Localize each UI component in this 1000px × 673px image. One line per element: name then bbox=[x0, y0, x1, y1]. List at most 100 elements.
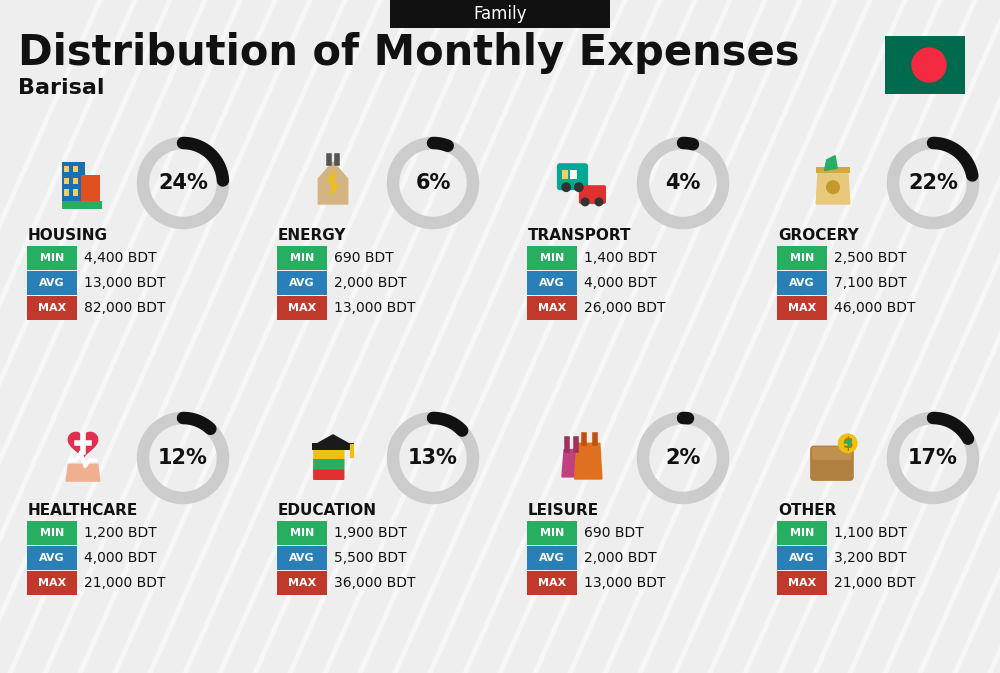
Text: MIN: MIN bbox=[790, 253, 814, 263]
FancyBboxPatch shape bbox=[64, 166, 69, 172]
Text: 24%: 24% bbox=[158, 173, 208, 193]
FancyBboxPatch shape bbox=[527, 246, 577, 270]
Circle shape bbox=[912, 48, 946, 82]
FancyBboxPatch shape bbox=[277, 571, 327, 595]
Text: 2,000 BDT: 2,000 BDT bbox=[584, 551, 657, 565]
Text: ENERGY: ENERGY bbox=[278, 228, 347, 243]
Text: MIN: MIN bbox=[40, 253, 64, 263]
Text: AVG: AVG bbox=[39, 278, 65, 288]
Text: 4,400 BDT: 4,400 BDT bbox=[84, 251, 157, 265]
Circle shape bbox=[575, 183, 583, 191]
Text: Barisal: Barisal bbox=[18, 78, 104, 98]
FancyBboxPatch shape bbox=[312, 444, 354, 450]
FancyBboxPatch shape bbox=[73, 189, 78, 196]
Text: 36,000 BDT: 36,000 BDT bbox=[334, 576, 416, 590]
Text: AVG: AVG bbox=[789, 278, 815, 288]
Text: 2%: 2% bbox=[665, 448, 701, 468]
Text: 4,000 BDT: 4,000 BDT bbox=[84, 551, 157, 565]
Text: GROCERY: GROCERY bbox=[778, 228, 859, 243]
FancyBboxPatch shape bbox=[27, 571, 77, 595]
Text: EDUCATION: EDUCATION bbox=[278, 503, 377, 518]
Text: AVG: AVG bbox=[39, 553, 65, 563]
Text: 82,000 BDT: 82,000 BDT bbox=[84, 301, 166, 315]
Text: MAX: MAX bbox=[788, 303, 816, 313]
FancyBboxPatch shape bbox=[777, 271, 827, 295]
Polygon shape bbox=[68, 432, 98, 459]
Text: MAX: MAX bbox=[288, 578, 316, 588]
Text: 13%: 13% bbox=[408, 448, 458, 468]
Text: 6%: 6% bbox=[415, 173, 451, 193]
Text: 13,000 BDT: 13,000 BDT bbox=[334, 301, 416, 315]
Text: 690 BDT: 690 BDT bbox=[334, 251, 394, 265]
Text: MIN: MIN bbox=[540, 253, 564, 263]
FancyBboxPatch shape bbox=[277, 246, 327, 270]
Text: 46,000 BDT: 46,000 BDT bbox=[834, 301, 916, 315]
Circle shape bbox=[838, 434, 857, 452]
Text: MAX: MAX bbox=[38, 578, 66, 588]
Polygon shape bbox=[575, 444, 602, 479]
Text: MAX: MAX bbox=[788, 578, 816, 588]
FancyBboxPatch shape bbox=[777, 521, 827, 545]
FancyBboxPatch shape bbox=[777, 246, 827, 270]
Text: 1,900 BDT: 1,900 BDT bbox=[334, 526, 407, 540]
FancyBboxPatch shape bbox=[62, 201, 102, 209]
Text: 5,500 BDT: 5,500 BDT bbox=[334, 551, 407, 565]
Polygon shape bbox=[314, 435, 352, 446]
Text: 4%: 4% bbox=[665, 173, 701, 193]
FancyBboxPatch shape bbox=[313, 448, 344, 459]
FancyBboxPatch shape bbox=[816, 168, 850, 172]
Text: 13,000 BDT: 13,000 BDT bbox=[84, 276, 166, 290]
FancyBboxPatch shape bbox=[562, 170, 568, 179]
Text: 17%: 17% bbox=[908, 448, 958, 468]
Circle shape bbox=[581, 198, 589, 206]
FancyBboxPatch shape bbox=[64, 189, 69, 196]
FancyBboxPatch shape bbox=[527, 271, 577, 295]
FancyBboxPatch shape bbox=[277, 296, 327, 320]
FancyBboxPatch shape bbox=[73, 178, 78, 184]
FancyBboxPatch shape bbox=[27, 546, 77, 570]
FancyBboxPatch shape bbox=[27, 271, 77, 295]
FancyBboxPatch shape bbox=[570, 170, 577, 179]
Text: LEISURE: LEISURE bbox=[528, 503, 599, 518]
Text: MAX: MAX bbox=[288, 303, 316, 313]
Circle shape bbox=[562, 183, 570, 191]
Polygon shape bbox=[318, 162, 348, 204]
Text: AVG: AVG bbox=[539, 553, 565, 563]
FancyBboxPatch shape bbox=[557, 163, 588, 190]
FancyBboxPatch shape bbox=[527, 571, 577, 595]
Text: 21,000 BDT: 21,000 BDT bbox=[84, 576, 166, 590]
Text: $: $ bbox=[842, 436, 853, 451]
FancyBboxPatch shape bbox=[810, 446, 854, 481]
FancyBboxPatch shape bbox=[313, 469, 344, 480]
FancyBboxPatch shape bbox=[81, 174, 100, 204]
FancyBboxPatch shape bbox=[579, 185, 606, 204]
FancyBboxPatch shape bbox=[390, 0, 610, 28]
FancyBboxPatch shape bbox=[777, 571, 827, 595]
Text: AVG: AVG bbox=[289, 553, 315, 563]
Text: 1,200 BDT: 1,200 BDT bbox=[84, 526, 157, 540]
FancyBboxPatch shape bbox=[73, 166, 78, 172]
FancyBboxPatch shape bbox=[777, 546, 827, 570]
FancyBboxPatch shape bbox=[277, 521, 327, 545]
Text: AVG: AVG bbox=[539, 278, 565, 288]
Text: HEALTHCARE: HEALTHCARE bbox=[28, 503, 138, 518]
Text: AVG: AVG bbox=[289, 278, 315, 288]
FancyBboxPatch shape bbox=[527, 546, 577, 570]
FancyBboxPatch shape bbox=[812, 447, 852, 460]
Text: 21,000 BDT: 21,000 BDT bbox=[834, 576, 916, 590]
Circle shape bbox=[595, 198, 603, 206]
Text: MAX: MAX bbox=[538, 303, 566, 313]
Text: 2,500 BDT: 2,500 BDT bbox=[834, 251, 907, 265]
Polygon shape bbox=[816, 168, 850, 204]
Polygon shape bbox=[825, 155, 837, 170]
FancyBboxPatch shape bbox=[62, 162, 85, 204]
Text: 690 BDT: 690 BDT bbox=[584, 526, 644, 540]
Text: 12%: 12% bbox=[158, 448, 208, 468]
Text: 1,100 BDT: 1,100 BDT bbox=[834, 526, 907, 540]
Text: 4,000 BDT: 4,000 BDT bbox=[584, 276, 657, 290]
Text: 7,100 BDT: 7,100 BDT bbox=[834, 276, 907, 290]
Text: MIN: MIN bbox=[290, 253, 314, 263]
Text: TRANSPORT: TRANSPORT bbox=[528, 228, 632, 243]
Text: MIN: MIN bbox=[790, 528, 814, 538]
FancyBboxPatch shape bbox=[27, 296, 77, 320]
